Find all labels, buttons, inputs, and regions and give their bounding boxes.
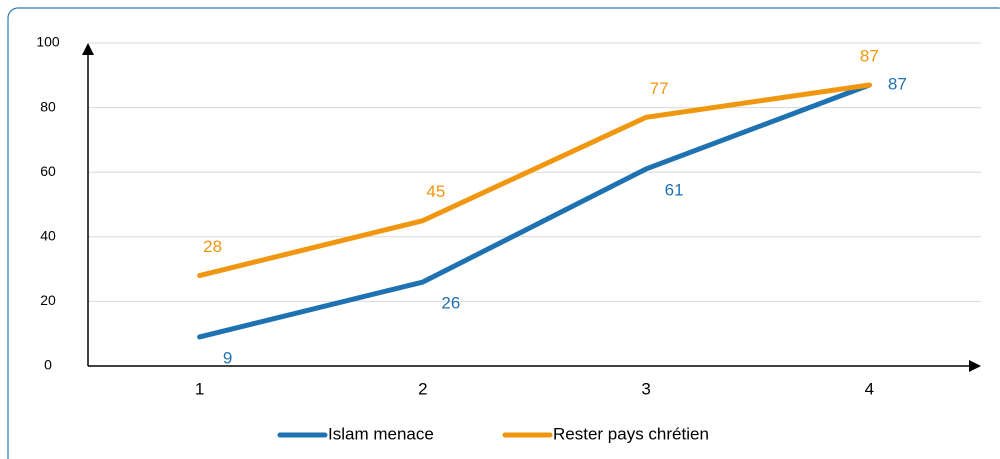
y-tick-label: 20 [40, 292, 56, 308]
frame [7, 7, 1000, 459]
data-label: 26 [441, 294, 460, 313]
y-tick-label: 100 [36, 34, 60, 50]
x-tick-label: 3 [641, 379, 650, 398]
x-axis-arrow [969, 360, 981, 372]
data-label: 77 [650, 79, 669, 98]
legend-label: Rester pays chrétien [553, 424, 709, 443]
data-label: 45 [426, 182, 445, 201]
y-tick-label: 0 [44, 357, 52, 373]
x-tick-label: 1 [195, 379, 204, 398]
series-line [197, 82, 872, 340]
data-label: 87 [860, 46, 879, 65]
data-label: 87 [888, 74, 907, 93]
legend-label: Islam menace [328, 424, 434, 443]
data-label: 61 [665, 180, 684, 199]
y-tick-label: 40 [40, 228, 56, 244]
y-axis-arrow [82, 43, 94, 55]
y-tick-label: 60 [40, 163, 56, 179]
data-label: 9 [223, 348, 232, 367]
series-line [197, 82, 872, 279]
y-tick-label: 80 [40, 98, 56, 114]
data-label: 28 [203, 237, 222, 256]
x-tick-label: 2 [418, 379, 427, 398]
x-tick-label: 4 [865, 379, 874, 398]
